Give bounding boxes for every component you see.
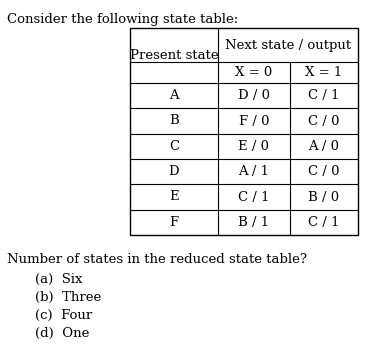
Text: D / 0: D / 0 <box>238 89 270 102</box>
Text: X = 0: X = 0 <box>235 66 273 79</box>
Text: Present state: Present state <box>130 49 218 62</box>
Text: C / 1: C / 1 <box>308 216 340 229</box>
Text: Consider the following state table:: Consider the following state table: <box>7 13 238 26</box>
Text: B / 0: B / 0 <box>308 191 339 204</box>
Text: C / 0: C / 0 <box>308 114 340 127</box>
Text: X = 1: X = 1 <box>306 66 343 79</box>
Text: (a)  Six: (a) Six <box>35 273 82 286</box>
Text: A: A <box>169 89 179 102</box>
Text: C: C <box>169 140 179 153</box>
Text: Next state / output: Next state / output <box>225 38 351 52</box>
Text: (b)  Three: (b) Three <box>35 291 101 304</box>
Text: C / 0: C / 0 <box>308 165 340 178</box>
Text: B / 1: B / 1 <box>238 216 270 229</box>
Text: A / 0: A / 0 <box>308 140 339 153</box>
Text: B: B <box>169 114 179 127</box>
Text: E / 0: E / 0 <box>238 140 269 153</box>
Text: D: D <box>169 165 179 178</box>
Text: (d)  One: (d) One <box>35 327 89 340</box>
Text: C / 1: C / 1 <box>308 89 340 102</box>
Text: E: E <box>169 191 179 204</box>
Text: F / 0: F / 0 <box>239 114 269 127</box>
Bar <box>130 28 358 235</box>
Text: (c)  Four: (c) Four <box>35 309 92 322</box>
Text: F: F <box>169 216 178 229</box>
Text: C / 1: C / 1 <box>238 191 270 204</box>
Text: Number of states in the reduced state table?: Number of states in the reduced state ta… <box>7 253 307 266</box>
Text: A / 1: A / 1 <box>238 165 269 178</box>
